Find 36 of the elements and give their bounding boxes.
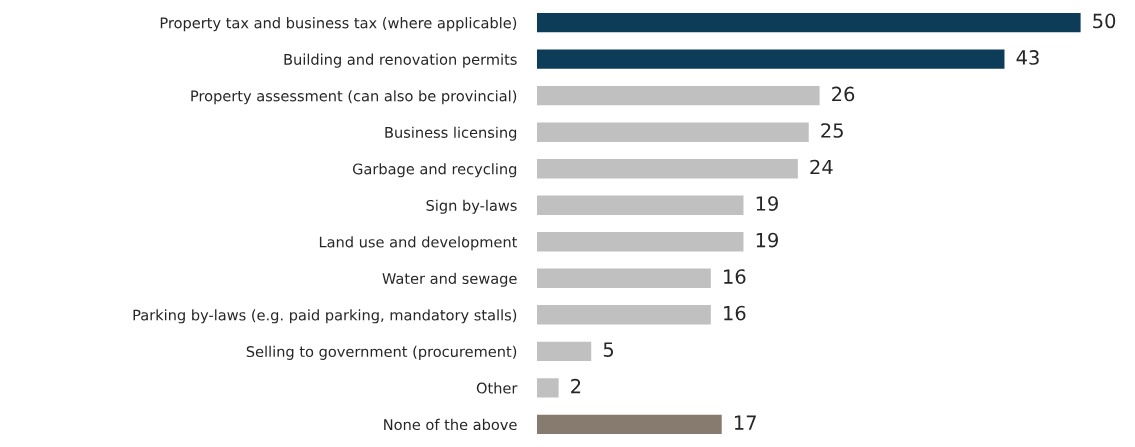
y-tick-label: Selling to government (procurement) [246, 345, 517, 360]
y-tick-label: Garbage and recycling [352, 163, 517, 178]
y-tick-label: Business licensing [385, 126, 517, 141]
bar [536, 195, 744, 215]
bar [536, 49, 1005, 69]
bar [536, 159, 798, 179]
y-tick-label: Land use and development [319, 236, 518, 251]
data-label: 16 [724, 305, 746, 321]
bar [536, 414, 722, 435]
bar [536, 232, 744, 252]
bar [536, 305, 711, 325]
data-label: 50 [1093, 13, 1116, 29]
data-label: 19 [756, 196, 778, 211]
data-label: 16 [724, 269, 746, 284]
data-label: 5 [603, 342, 614, 357]
y-tick-label: Water and sewage [382, 272, 517, 287]
y-tick-label: Sign by-laws [426, 199, 517, 214]
bar [536, 122, 809, 142]
bar [536, 12, 1081, 33]
data-label: 26 [832, 86, 855, 102]
y-tick-label: Building and renovation permits [284, 53, 517, 68]
data-label: 2 [571, 378, 581, 394]
bar [536, 268, 711, 288]
bar [536, 86, 820, 106]
y-tick-label: Parking by-laws (e.g. paid parking, mandatory stalls) [133, 309, 517, 324]
bar [536, 378, 559, 398]
data-label: 19 [756, 232, 778, 248]
y-tick-label: Property assessment (can also be provincial) [191, 90, 517, 105]
y-tick-label: Property tax and business tax (where applicable) [160, 17, 517, 32]
y-tick-label: None of the above [384, 418, 517, 431]
data-label: 24 [810, 159, 833, 175]
data-label: 17 [734, 415, 756, 430]
data-label: 25 [821, 123, 843, 138]
bar [536, 341, 592, 361]
data-label: 43 [1016, 50, 1039, 65]
y-tick-label: Other [476, 382, 518, 394]
